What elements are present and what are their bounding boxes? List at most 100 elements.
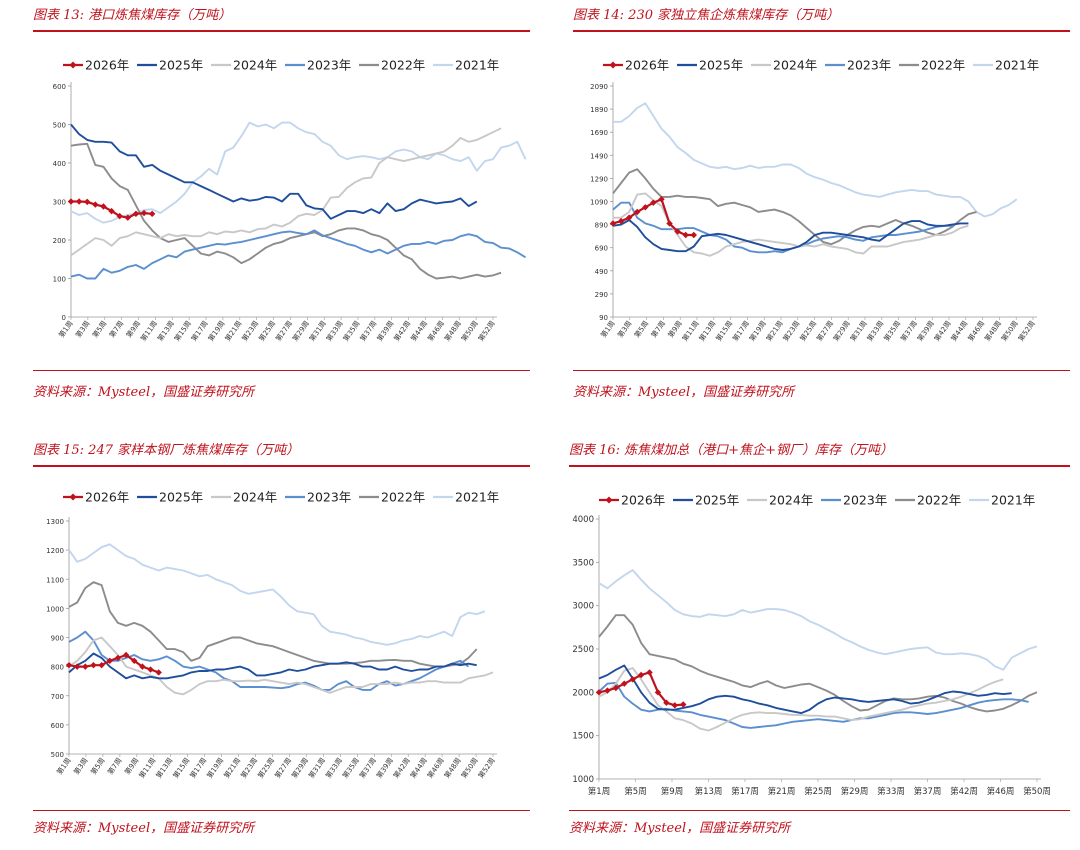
point-2026	[609, 220, 617, 227]
point-2026	[73, 663, 81, 670]
point-2026	[84, 198, 91, 206]
x-tick-label: 第25周	[256, 756, 277, 780]
point-2026	[155, 669, 162, 676]
series-line-2025	[598, 664, 1012, 715]
series-line-2021	[613, 102, 1018, 218]
point-2026	[147, 666, 154, 673]
x-tick-label: 第9周	[124, 319, 142, 339]
title-rule	[33, 30, 530, 32]
legend: 2026年 2025年 2024年 2023年 2022年 2021年	[63, 58, 499, 73]
point-2026	[646, 669, 653, 676]
x-tick-label: 第17周	[731, 786, 759, 797]
point-2026	[654, 689, 662, 696]
y-tick-label: 1500	[572, 732, 594, 742]
x-tick-label: 第13周	[154, 756, 175, 780]
x-tick-label: 第29周	[841, 786, 869, 797]
title-rule	[33, 465, 530, 467]
figure-title: 图表 15: 247 家样本钢厂炼焦煤库存（万吨）	[33, 443, 300, 458]
y-tick-label: 690	[595, 245, 608, 253]
y-tick-label: 400	[53, 160, 66, 168]
y-tick-label: 2090	[590, 83, 608, 91]
point-2026	[658, 195, 665, 203]
x-tick-label: 第42周	[391, 756, 412, 780]
x-tick-label: 第33周	[323, 756, 344, 780]
legend-label-2025: 2025年	[699, 58, 743, 73]
x-tick-label: 第1周	[599, 319, 617, 339]
y-tick-label: 800	[51, 664, 64, 672]
point-2026	[92, 201, 99, 208]
legend-label-2021: 2021年	[455, 58, 499, 73]
source-rule	[573, 370, 1070, 371]
legend: 2026年 2025年 2024年 2023年 2022年 2021年	[63, 490, 499, 505]
legend-label-2024: 2024年	[773, 58, 817, 73]
x-tick-label: 第42周	[950, 786, 978, 797]
x-tick-label: 第33周	[877, 786, 905, 797]
x-tick-label: 第15周	[171, 756, 192, 780]
legend: 2026年 2025年 2024年 2023年 2022年 2021年	[603, 58, 1039, 73]
y-tick-label: 4000	[572, 515, 594, 525]
point-2026	[148, 210, 156, 218]
x-tick-label: 第3周	[72, 756, 90, 776]
y-tick-label: 3000	[572, 602, 594, 612]
x-tick-label: 第48周	[442, 756, 463, 780]
x-tick-label: 第31周	[307, 756, 328, 780]
point-2026	[116, 212, 123, 220]
title-rule	[573, 30, 1070, 32]
series-line-2024	[598, 667, 1004, 732]
x-tick-label: 第7周	[106, 756, 124, 776]
legend-label-2025: 2025年	[695, 493, 739, 508]
legend-label-2022: 2022年	[381, 58, 425, 73]
y-tick-label: 290	[595, 291, 608, 299]
point-2026	[65, 661, 73, 669]
y-tick-label: 890	[595, 222, 608, 230]
series-line-2025	[612, 219, 969, 253]
x-tick-label: 第52周	[1016, 319, 1037, 343]
x-tick-label: 第27周	[273, 756, 294, 780]
legend-label-2025: 2025年	[159, 58, 203, 73]
figure-title: 图表 16: 炼焦煤加总（港口+焦企+钢厂）库存（万吨）	[569, 443, 893, 458]
x-tick-label: 第25周	[804, 786, 832, 797]
chart-steel-mill-coking-coal: 2026年 2025年 2024年 2023年 2022年 2021年 500 600 700 8…	[46, 490, 499, 780]
y-tick-label: 300	[53, 199, 66, 207]
x-tick-label: 第37周	[914, 786, 942, 797]
point-2026	[82, 663, 89, 670]
point-2026	[67, 198, 75, 205]
point-2026	[132, 210, 140, 218]
y-tick-label: 1000	[572, 775, 594, 785]
y-tick-label: 1200	[46, 547, 64, 555]
x-tick-label: 第9周	[666, 319, 684, 339]
x-tick-label: 第9周	[123, 756, 141, 776]
x-tick-label: 第1周	[55, 756, 73, 776]
series-line-2025	[68, 652, 477, 680]
x-tick-label: 第21周	[768, 786, 796, 797]
x-tick-label: 第50周	[1023, 786, 1051, 797]
legend-label-2024: 2024年	[233, 490, 277, 505]
legend-marker-2026	[609, 61, 617, 69]
point-2026	[124, 214, 132, 221]
x-tick-label: 第50周	[459, 756, 480, 780]
legend-label-2022: 2022年	[921, 58, 965, 73]
x-tick-label: 第1周	[57, 319, 75, 339]
x-tick-label: 第29周	[290, 756, 311, 780]
y-tick-label: 0	[62, 314, 66, 322]
legend-label-2026: 2026年	[621, 493, 665, 508]
legend-label-2022: 2022年	[381, 490, 425, 505]
point-2026	[666, 220, 673, 227]
y-tick-label: 3500	[572, 558, 594, 568]
y-tick-label: 1290	[590, 175, 608, 183]
y-tick-label: 200	[53, 237, 66, 245]
x-tick-label: 第17周	[188, 756, 209, 780]
x-tick-label: 第52周	[476, 756, 497, 780]
figure-source: 资料来源：Mysteel，国盛证券研究所	[569, 821, 791, 836]
point-2026	[108, 207, 115, 215]
x-tick-label: 第1周	[588, 786, 610, 797]
series-line-2022	[70, 142, 502, 280]
figure-title: 图表 13: 港口炼焦煤库存（万吨）	[33, 8, 232, 23]
x-tick-label: 第13周	[695, 786, 723, 797]
y-tick-label: 1890	[590, 106, 608, 114]
title-rule	[569, 465, 1070, 467]
legend-label-2026: 2026年	[625, 58, 669, 73]
y-tick-label: 2000	[572, 688, 594, 698]
legend-marker-2026	[69, 493, 77, 501]
x-tick-label: 第19周	[205, 756, 226, 780]
